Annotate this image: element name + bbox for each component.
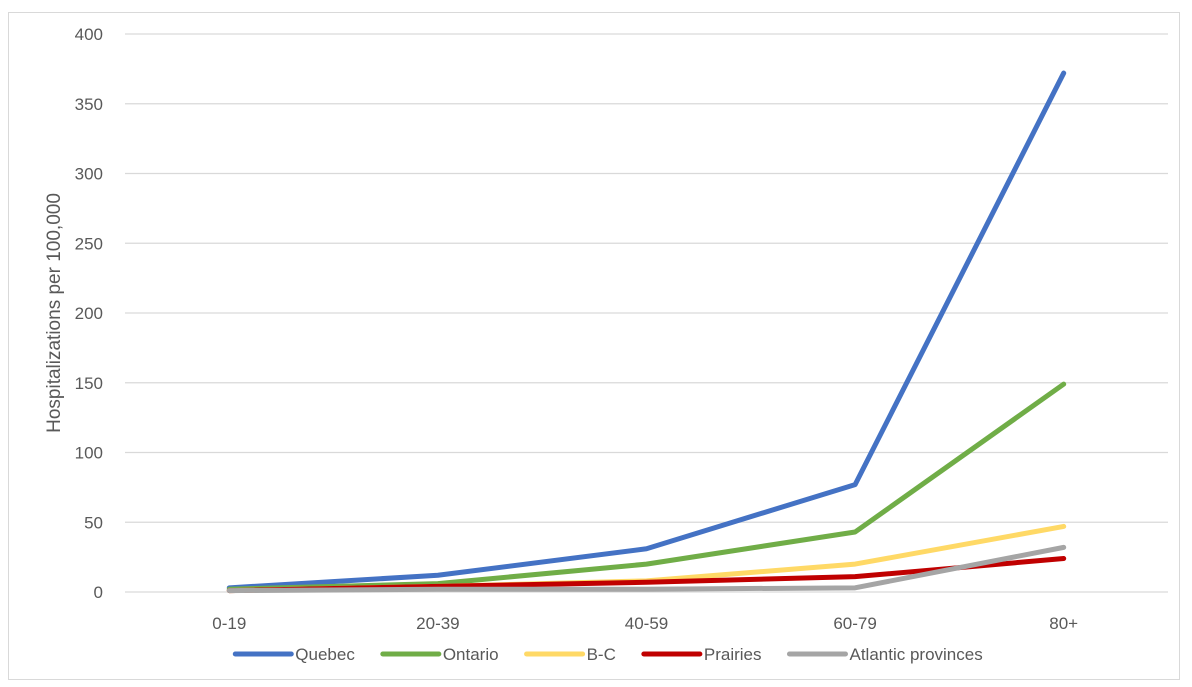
- legend-item-label: Atlantic provinces: [849, 645, 982, 664]
- x-tick-label: 60-79: [833, 614, 876, 633]
- y-tick-label: 250: [75, 234, 103, 253]
- y-axis-ticks: 0 50 100 150 200 250 300 350 400: [75, 25, 103, 602]
- series-line: [226, 544, 1067, 594]
- x-tick-label: 0-19: [212, 614, 246, 633]
- y-tick-label: 150: [75, 374, 103, 393]
- y-tick-label: 0: [94, 583, 103, 602]
- y-tick-label: 400: [75, 25, 103, 44]
- y-axis-label: Hospitalizations per 100,000: [44, 193, 65, 433]
- x-tick-label: 20-39: [416, 614, 459, 633]
- series-line: [226, 381, 1067, 592]
- gridlines: [125, 33, 1168, 593]
- legend-item-label: Prairies: [704, 645, 762, 664]
- legend-item-label: Ontario: [443, 645, 499, 664]
- y-tick-label: 350: [75, 95, 103, 114]
- series-line: [226, 70, 1067, 591]
- x-tick-label: 40-59: [625, 614, 668, 633]
- legend: Quebec Ontario B-C Prairies Atlantic provinc…: [232, 645, 983, 664]
- y-tick-label: 300: [75, 165, 103, 184]
- legend-item-label: Quebec: [295, 645, 355, 664]
- y-tick-label: 100: [75, 444, 103, 463]
- series-lines: [226, 70, 1067, 594]
- y-tick-label: 200: [75, 304, 103, 323]
- x-tick-label: 80+: [1049, 614, 1078, 633]
- x-axis-ticks: 0-19 20-39 40-59 60-79 80+: [212, 614, 1078, 633]
- y-tick-label: 50: [84, 513, 103, 532]
- legend-item-label: B-C: [587, 645, 616, 664]
